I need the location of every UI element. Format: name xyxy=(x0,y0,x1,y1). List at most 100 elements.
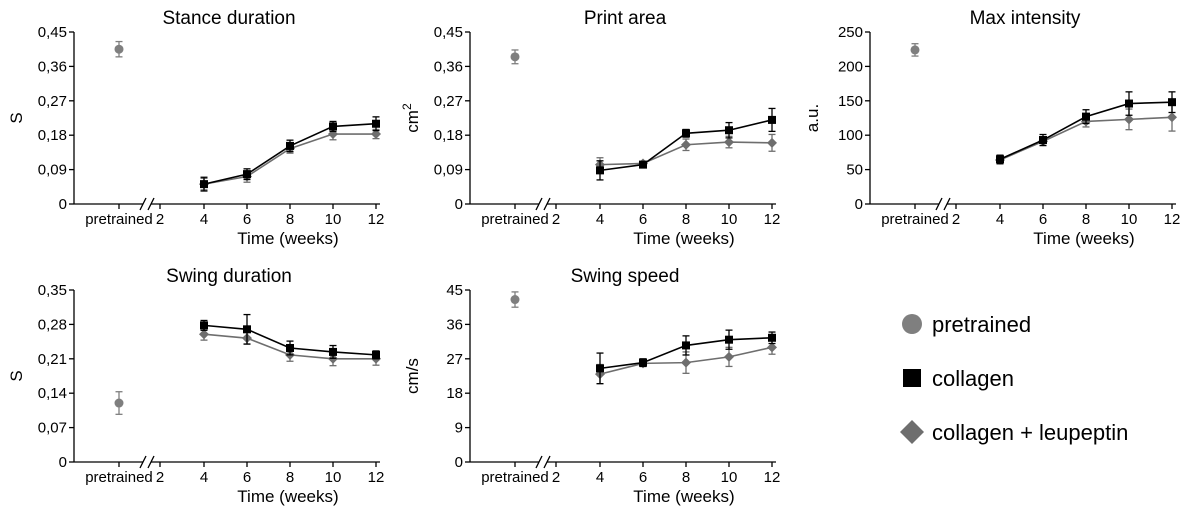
y-tick-label: 18 xyxy=(446,385,463,402)
x-tick-label: 6 xyxy=(639,211,647,228)
x-tick-label: 10 xyxy=(721,211,738,228)
y-tick-label: 0,28 xyxy=(38,316,67,333)
pretrained-point xyxy=(910,45,920,55)
collagen-point xyxy=(243,170,251,179)
chart-panel-5: Swing speed 0 9 18 27 36 45 cm/s pretrained 2 4 6 8 1… xyxy=(403,266,780,506)
collagen-point xyxy=(286,141,294,150)
collagen-point xyxy=(768,333,776,342)
collagen-point xyxy=(1082,112,1090,121)
pretrained-point xyxy=(114,44,124,54)
y-tick-label: 0,09 xyxy=(434,162,463,179)
y-tick-label: 0,45 xyxy=(434,24,463,41)
collagen-point xyxy=(682,341,690,350)
collagen-point xyxy=(329,347,337,356)
y-tick-label: 250 xyxy=(838,24,863,41)
y-tick-label: 0,07 xyxy=(38,420,67,437)
legend: pretrained collagen collagen + leupeptin xyxy=(900,312,1128,445)
x-tick-label: 2 xyxy=(952,211,960,228)
y-tick-label: 0 xyxy=(855,196,863,213)
axis-break-mark xyxy=(543,455,551,469)
x-axis-label: Time (weeks) xyxy=(237,487,338,506)
chart-panel-2: Print area 0 0,09 0,18 0,27 0,36 0,45 cm2 pretra… xyxy=(400,8,780,248)
axis-break-mark xyxy=(543,197,551,211)
y-axis-label: S xyxy=(7,112,26,123)
y-tick-label: 0 xyxy=(455,454,463,471)
collagen-point xyxy=(996,155,1004,164)
x-tick-label: 8 xyxy=(286,469,294,486)
x-tick-label: 4 xyxy=(200,469,208,486)
chart-panel-1: Stance duration 0 0,09 0,18 0,27 0,36 0,45 Spre… xyxy=(7,8,384,248)
collagen-point xyxy=(200,180,208,189)
chart-title: Stance duration xyxy=(162,8,295,29)
x-axis-label: Time (weeks) xyxy=(1033,229,1134,248)
x-tick-label: 4 xyxy=(200,211,208,228)
pretrained-point xyxy=(114,398,124,408)
x-tick-label: 12 xyxy=(764,211,781,228)
collagen-point xyxy=(725,335,733,344)
collagen-point xyxy=(1039,136,1047,145)
y-tick-label: 0,09 xyxy=(38,162,67,179)
x-tick-label: 4 xyxy=(596,469,604,486)
x-tick-label: pretrained xyxy=(85,469,153,486)
chart-panel-4: Swing duration 0 0,07 0,14 0,21 0,28 0,35 Spret… xyxy=(7,266,384,506)
y-axis-label: a.u. xyxy=(803,104,822,132)
collagen-leupeptin-point xyxy=(371,129,381,140)
x-tick-label: 6 xyxy=(1039,211,1047,228)
x-axis-label: Time (weeks) xyxy=(633,487,734,506)
legend-circle-icon xyxy=(902,314,922,334)
y-tick-label: 0,36 xyxy=(38,58,67,75)
chart-title: Swing duration xyxy=(166,266,292,287)
y-tick-label: 0,18 xyxy=(434,127,463,144)
collagen-point xyxy=(725,126,733,135)
x-tick-label: 10 xyxy=(721,469,738,486)
x-tick-label: 8 xyxy=(682,469,690,486)
y-axis-label: cm/s xyxy=(403,358,422,394)
x-tick-label: 2 xyxy=(156,211,164,228)
collagen-point xyxy=(1168,98,1176,107)
collagen-point xyxy=(682,129,690,138)
collagen-leupeptin-point xyxy=(681,357,691,368)
x-tick-label: 12 xyxy=(368,469,385,486)
y-tick-label: 0,27 xyxy=(434,93,463,110)
collagen-point xyxy=(1125,99,1133,108)
chart-panel-3: Max intensity 0 50 100 150 200 250 a.u. pretrain… xyxy=(803,8,1180,248)
axis-break-mark xyxy=(147,455,155,469)
y-tick-label: 200 xyxy=(838,58,863,75)
collagen-point xyxy=(768,115,776,124)
axis-break-mark xyxy=(147,197,155,211)
y-tick-label: 0,27 xyxy=(38,93,67,110)
x-tick-label: 2 xyxy=(156,469,164,486)
y-tick-label: 0,21 xyxy=(38,351,67,368)
x-axis-label: Time (weeks) xyxy=(633,229,734,248)
x-tick-label: 4 xyxy=(596,211,604,228)
x-tick-label: 8 xyxy=(1082,211,1090,228)
chart-title: Max intensity xyxy=(970,8,1081,29)
collagen-leupeptin-point xyxy=(1167,112,1177,123)
x-tick-label: 12 xyxy=(368,211,385,228)
collagen-leupeptin-point xyxy=(767,342,777,353)
collagen-leupeptin-point xyxy=(681,139,691,150)
x-tick-label: 6 xyxy=(639,469,647,486)
legend-label: collagen xyxy=(932,366,1014,391)
x-tick-label: 4 xyxy=(996,211,1004,228)
y-tick-label: 0 xyxy=(455,196,463,213)
collagen-point xyxy=(596,364,604,373)
x-tick-label: 8 xyxy=(682,211,690,228)
x-tick-label: 8 xyxy=(286,211,294,228)
y-tick-label: 36 xyxy=(446,316,463,333)
collagen-point xyxy=(286,343,294,352)
collagen-point xyxy=(639,358,647,367)
x-tick-label: 6 xyxy=(243,211,251,228)
x-tick-label: 10 xyxy=(325,211,342,228)
collagen-leupeptin-point xyxy=(767,137,777,148)
legend-label: collagen + leupeptin xyxy=(932,420,1128,445)
x-tick-label: pretrained xyxy=(881,211,949,228)
collagen-point xyxy=(200,321,208,330)
collagen-leupeptin-point xyxy=(1124,114,1134,125)
collagen-point xyxy=(243,325,251,334)
axis-break-mark xyxy=(139,197,147,211)
pretrained-point xyxy=(510,52,520,62)
collagen-leupeptin-point xyxy=(724,351,734,362)
x-tick-label: 10 xyxy=(1121,211,1138,228)
collagen-point xyxy=(596,166,604,175)
